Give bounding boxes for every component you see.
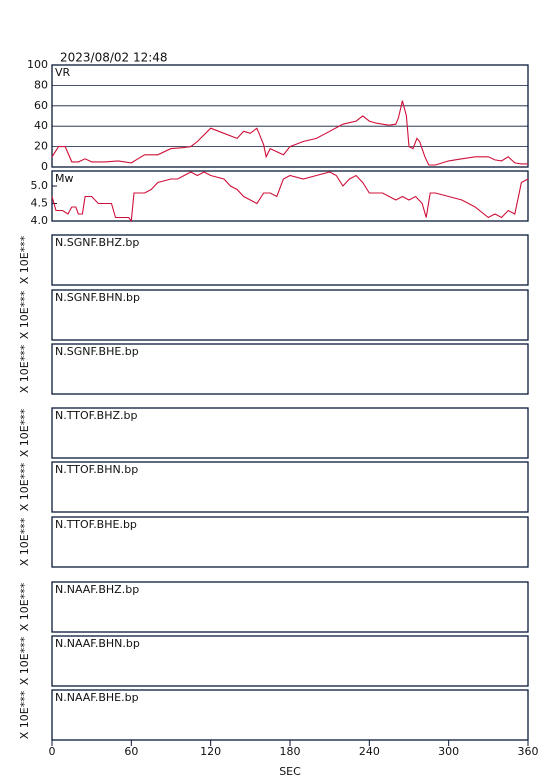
x-tick-label: 240 (359, 745, 380, 758)
trace-panel (51, 461, 529, 513)
x-tick-label: 60 (124, 745, 138, 758)
data-line (51, 100, 528, 166)
x-tick-label: 120 (200, 745, 221, 758)
y-tick-label: 4.5 (31, 197, 49, 210)
trace-label: N.TTOF.BHZ.bp (55, 409, 138, 422)
trace-panel (51, 289, 529, 341)
timestamp: 2023/08/02 12:48 (60, 51, 168, 65)
trace-y-label: X 10E*** (18, 582, 31, 631)
y-tick-label: 80 (34, 78, 48, 91)
trace-label: N.TTOF.BHE.bp (55, 518, 137, 531)
trace-label: N.NAAF.BHN.bp (55, 637, 140, 650)
trace-y-label: X 10E*** (18, 235, 31, 284)
trace-panel (51, 343, 529, 395)
trace-panel (51, 234, 529, 286)
trace-panel (51, 635, 529, 687)
panel-label: Mw (55, 172, 74, 185)
x-axis-label: SEC (279, 765, 301, 778)
data-line (51, 171, 529, 223)
trace-panel (51, 516, 529, 568)
trace-y-label: X 10E*** (18, 408, 31, 457)
trace-panel (51, 581, 529, 633)
trace-y-label: X 10E*** (18, 290, 31, 339)
y-tick-label: 40 (34, 119, 48, 132)
trace-y-label: X 10E*** (18, 690, 31, 739)
trace-y-label: X 10E*** (18, 462, 31, 511)
x-tick-label: 0 (49, 745, 56, 758)
trace-y-label: X 10E*** (18, 636, 31, 685)
trace-y-label: X 10E*** (18, 517, 31, 566)
x-tick-label: 180 (280, 745, 301, 758)
trace-y-label: X 10E*** (18, 344, 31, 393)
trace-label: N.NAAF.BHZ.bp (55, 583, 139, 596)
y-tick-label: 4.0 (31, 214, 49, 227)
y-tick-label: 100 (27, 58, 48, 71)
y-tick-label: 5.0 (31, 179, 49, 192)
trace-label: N.SGNF.BHZ.bp (55, 236, 139, 249)
trace-label: N.NAAF.BHE.bp (55, 691, 139, 704)
panel-frame (51, 170, 529, 222)
y-tick-label: 20 (34, 140, 48, 153)
y-tick-label: 0 (41, 160, 48, 173)
trace-label: N.SGNF.BHE.bp (55, 345, 139, 358)
trace-panel (51, 407, 529, 459)
y-tick-label: 60 (34, 99, 48, 112)
x-tick-label: 300 (438, 745, 459, 758)
x-tick-label: 360 (518, 745, 539, 758)
panel-label: VR (55, 66, 71, 79)
trace-label: N.SGNF.BHN.bp (55, 291, 140, 304)
panel-frame (51, 64, 529, 168)
trace-label: N.TTOF.BHN.bp (55, 463, 138, 476)
